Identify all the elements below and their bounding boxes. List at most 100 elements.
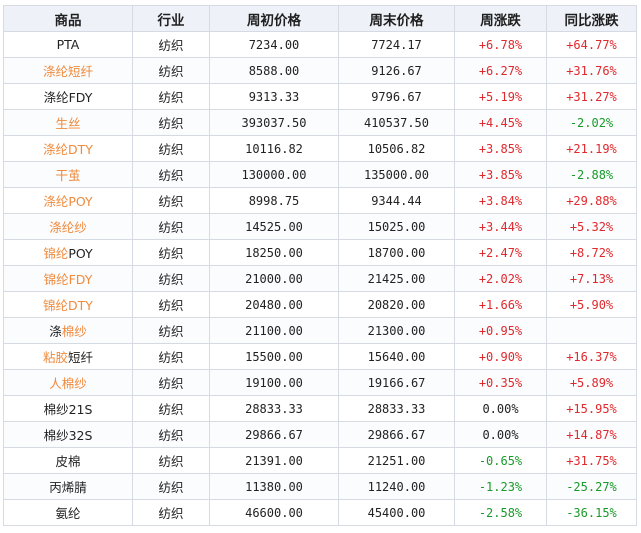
commodity-name-link[interactable]: 粘胶短纤: [43, 350, 93, 365]
yoy-change-cell: +5.89%: [546, 369, 637, 396]
table-row: 涤纶短纤 纺织 8588.00 9126.67 +6.27% +31.76%: [3, 57, 637, 84]
commodity-name-link[interactable]: 锦纶FDY: [43, 272, 93, 287]
commodity-name-cell[interactable]: 涤纶短纤: [3, 57, 133, 84]
industry-cell: 纺织: [132, 187, 210, 214]
week-change-cell: +1.66%: [454, 291, 547, 318]
week-close-price-cell: 410537.50: [338, 109, 455, 136]
commodity-name-cell[interactable]: 涤纶DTY: [3, 135, 133, 162]
commodity-name-cell[interactable]: 锦纶FDY: [3, 265, 133, 292]
week-open-price-cell: 21000.00: [209, 265, 339, 292]
industry-cell: 纺织: [132, 395, 210, 422]
table-header-row: 商品 行业 周初价格 周末价格 周涨跌 同比涨跌: [3, 5, 637, 32]
week-open-price-cell: 7234.00: [209, 31, 339, 58]
week-open-price-cell: 21100.00: [209, 317, 339, 344]
commodity-name-cell[interactable]: 人棉纱: [3, 369, 133, 396]
week-close-price-cell: 11240.00: [338, 473, 455, 500]
commodity-name-link[interactable]: 涤纶DTY: [43, 142, 93, 157]
commodity-name-link[interactable]: 涤纶短纤: [42, 64, 93, 79]
commodity-name-link[interactable]: 涤棉纱: [49, 324, 87, 339]
week-close-price-cell: 21300.00: [338, 317, 455, 344]
commodity-name-cell[interactable]: 涤纶纱: [3, 213, 133, 240]
commodity-name-link[interactable]: 人棉纱: [49, 376, 87, 391]
week-change-cell: +3.84%: [454, 187, 547, 214]
commodity-name-plain-part[interactable]: POY: [68, 246, 93, 261]
week-change-cell: 0.00%: [454, 395, 547, 422]
week-open-price-cell: 46600.00: [209, 499, 339, 526]
industry-cell: 纺织: [132, 161, 210, 188]
week-change-cell: +4.45%: [454, 109, 547, 136]
commodity-name: 棉纱21S: [43, 402, 93, 417]
week-close-price-cell: 9796.67: [338, 83, 455, 110]
commodity-name-link-part[interactable]: 粘胶: [42, 350, 68, 365]
industry-cell: 纺织: [132, 447, 210, 474]
header-commodity: 商品: [3, 5, 133, 32]
table-row: 涤纶FDY 纺织 9313.33 9796.67 +5.19% +31.27%: [3, 83, 637, 110]
commodity-name-cell[interactable]: 涤棉纱: [3, 317, 133, 344]
industry-cell: 纺织: [132, 421, 210, 448]
week-close-price-cell: 15025.00: [338, 213, 455, 240]
week-close-price-cell: 7724.17: [338, 31, 455, 58]
commodity-name-link[interactable]: 生丝: [55, 116, 81, 131]
table-row: 丙烯腈 纺织 11380.00 11240.00 -1.23% -25.27%: [3, 473, 637, 500]
industry-cell: 纺织: [132, 317, 210, 344]
week-close-price-cell: 45400.00: [338, 499, 455, 526]
week-open-price-cell: 19100.00: [209, 369, 339, 396]
table-row: 涤棉纱 纺织 21100.00 21300.00 +0.95%: [3, 317, 637, 344]
commodity-name-link[interactable]: 干茧: [55, 168, 81, 183]
commodity-name: 涤纶FDY: [43, 90, 93, 105]
week-open-price-cell: 9313.33: [209, 83, 339, 110]
table-body: PTA 纺织 7234.00 7724.17 +6.78% +64.77% 涤纶短纤 纺织 85…: [3, 31, 637, 526]
commodity-name-cell: 涤纶FDY: [3, 83, 133, 110]
week-change-cell: +3.85%: [454, 135, 547, 162]
industry-cell: 纺织: [132, 291, 210, 318]
week-open-price-cell: 21391.00: [209, 447, 339, 474]
yoy-change-cell: +5.32%: [546, 213, 637, 240]
yoy-change-cell: +31.76%: [546, 57, 637, 84]
commodity-name-cell[interactable]: 涤纶POY: [3, 187, 133, 214]
industry-cell: 纺织: [132, 57, 210, 84]
commodity-name-link[interactable]: 涤纶POY: [43, 194, 93, 209]
commodity-name-cell[interactable]: 干茧: [3, 161, 133, 188]
week-close-price-cell: 28833.33: [338, 395, 455, 422]
table-row: 氨纶 纺织 46600.00 45400.00 -2.58% -36.15%: [3, 499, 637, 526]
commodity-name-link[interactable]: 涤纶纱: [49, 220, 87, 235]
commodity-name-cell[interactable]: 粘胶短纤: [3, 343, 133, 370]
table-row: 生丝 纺织 393037.50 410537.50 +4.45% -2.02%: [3, 109, 637, 136]
yoy-change-cell: +14.87%: [546, 421, 637, 448]
yoy-change-cell: +64.77%: [546, 31, 637, 58]
week-open-price-cell: 20480.00: [209, 291, 339, 318]
commodity-name-cell: 棉纱21S: [3, 395, 133, 422]
commodity-name-cell[interactable]: 锦纶DTY: [3, 291, 133, 318]
yoy-change-cell: +5.90%: [546, 291, 637, 318]
week-open-price-cell: 130000.00: [209, 161, 339, 188]
commodity-name-plain-part[interactable]: 涤: [49, 324, 62, 339]
week-close-price-cell: 21425.00: [338, 265, 455, 292]
commodity-name-cell[interactable]: 锦纶POY: [3, 239, 133, 266]
yoy-change-cell: [546, 317, 637, 344]
table-row: 涤纶DTY 纺织 10116.82 10506.82 +3.85% +21.19%: [3, 135, 637, 162]
commodity-name: 皮棉: [55, 454, 81, 469]
commodity-name-plain-part[interactable]: 短纤: [68, 350, 94, 365]
yoy-change-cell: -36.15%: [546, 499, 637, 526]
commodity-name-link[interactable]: 锦纶DTY: [43, 298, 93, 313]
table-row: 棉纱21S 纺织 28833.33 28833.33 0.00% +15.95%: [3, 395, 637, 422]
yoy-change-cell: +7.13%: [546, 265, 637, 292]
commodity-name-cell: 丙烯腈: [3, 473, 133, 500]
week-open-price-cell: 18250.00: [209, 239, 339, 266]
table-row: 锦纶FDY 纺织 21000.00 21425.00 +2.02% +7.13%: [3, 265, 637, 292]
table-row: 人棉纱 纺织 19100.00 19166.67 +0.35% +5.89%: [3, 369, 637, 396]
table-row: 棉纱32S 纺织 29866.67 29866.67 0.00% +14.87%: [3, 421, 637, 448]
yoy-change-cell: -2.02%: [546, 109, 637, 136]
industry-cell: 纺织: [132, 83, 210, 110]
table-row: 皮棉 纺织 21391.00 21251.00 -0.65% +31.75%: [3, 447, 637, 474]
week-change-cell: +3.44%: [454, 213, 547, 240]
yoy-change-cell: +8.72%: [546, 239, 637, 266]
commodity-name-link-part[interactable]: 棉纱: [61, 324, 87, 339]
commodity-name-cell[interactable]: 生丝: [3, 109, 133, 136]
table-row: 干茧 纺织 130000.00 135000.00 +3.85% -2.88%: [3, 161, 637, 188]
commodity-name-link[interactable]: 锦纶POY: [43, 246, 92, 261]
table-row: 涤纶纱 纺织 14525.00 15025.00 +3.44% +5.32%: [3, 213, 637, 240]
commodity-name-link-part[interactable]: 锦纶: [43, 246, 69, 261]
week-open-price-cell: 8588.00: [209, 57, 339, 84]
header-week-change: 周涨跌: [454, 5, 547, 32]
